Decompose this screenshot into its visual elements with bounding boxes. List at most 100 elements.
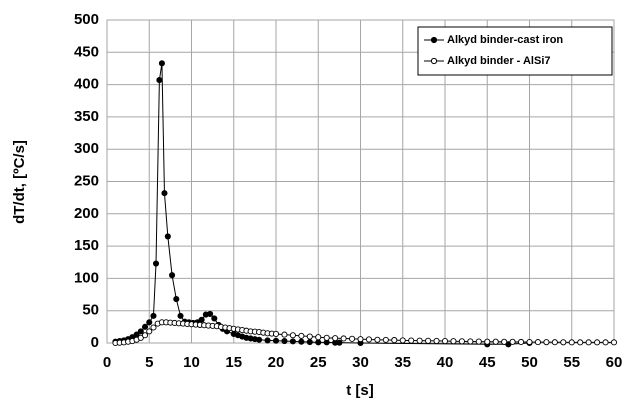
data-point <box>323 334 330 341</box>
data-point <box>211 315 218 322</box>
data-point <box>391 337 398 344</box>
data-point <box>164 233 171 240</box>
x-tick-label: 20 <box>268 354 285 371</box>
data-point <box>518 338 525 346</box>
data-point <box>501 338 508 345</box>
series-line <box>115 63 530 345</box>
y-tick-label: 150 <box>74 237 99 254</box>
legend-marker <box>430 57 438 65</box>
data-point <box>526 338 533 346</box>
data-point <box>264 337 271 344</box>
x-tick-label: 40 <box>437 354 454 371</box>
data-point <box>158 60 165 67</box>
data-point <box>207 310 214 317</box>
data-point <box>332 335 339 342</box>
data-point <box>492 338 499 345</box>
data-point <box>141 332 149 339</box>
data-point <box>610 339 618 346</box>
data-point <box>560 339 567 346</box>
data-point <box>441 338 449 345</box>
data-point <box>382 336 389 343</box>
data-point <box>348 335 356 342</box>
y-tick-label: 0 <box>91 334 99 351</box>
data-point <box>272 337 280 344</box>
data-point <box>272 330 280 338</box>
data-point <box>568 339 575 346</box>
data-point <box>161 190 168 197</box>
data-point <box>137 334 144 341</box>
x-tick-label: 0 <box>103 354 111 371</box>
data-point <box>198 316 205 323</box>
x-tick-label: 45 <box>479 354 496 371</box>
x-tick-label: 15 <box>225 354 242 371</box>
data-point <box>551 339 558 346</box>
data-point <box>475 338 482 345</box>
data-point <box>150 324 157 331</box>
x-tick-label: 60 <box>606 354 623 371</box>
y-tick-label: 450 <box>74 43 99 60</box>
data-point <box>534 339 542 346</box>
data-point <box>315 334 322 341</box>
data-point <box>577 339 584 346</box>
data-point <box>399 337 406 344</box>
y-tick-label: 350 <box>74 108 99 125</box>
data-point <box>289 332 296 339</box>
data-point <box>467 338 474 345</box>
data-point <box>298 332 305 339</box>
data-point <box>594 339 601 346</box>
data-point <box>177 312 184 319</box>
data-point <box>169 272 176 279</box>
x-tick-label: 55 <box>563 354 580 371</box>
x-tick-label: 50 <box>521 354 538 371</box>
data-point <box>433 337 440 344</box>
y-tick-label: 500 <box>74 11 99 28</box>
x-tick-label: 30 <box>352 354 369 371</box>
data-point <box>150 312 157 319</box>
data-point <box>416 337 423 344</box>
legend-label: Alkyd binder-cast iron <box>447 34 563 46</box>
data-point <box>408 337 415 344</box>
data-point <box>543 339 550 346</box>
data-point <box>509 338 516 345</box>
data-point <box>156 77 163 84</box>
data-point <box>602 339 609 346</box>
y-tick-label: 200 <box>74 205 99 222</box>
data-point <box>425 337 432 344</box>
data-point <box>141 323 149 330</box>
legend-marker <box>430 36 438 44</box>
y-tick-label: 300 <box>74 140 99 157</box>
legend-label: Alkyd binder - AlSi7 <box>447 55 551 67</box>
y-tick-label: 100 <box>74 269 99 286</box>
data-point <box>173 296 180 303</box>
data-point <box>336 339 343 346</box>
data-point <box>289 338 296 345</box>
data-point <box>357 336 364 343</box>
data-point <box>281 338 288 345</box>
x-axis-label: t [s] <box>346 382 374 399</box>
data-point <box>484 338 491 345</box>
data-point <box>137 328 144 335</box>
data-point <box>146 319 153 326</box>
x-tick-label: 25 <box>310 354 327 371</box>
x-tick-label: 5 <box>145 354 153 371</box>
x-tick-label: 10 <box>183 354 200 371</box>
y-tick-label: 50 <box>82 302 99 319</box>
y-axis-label: dT/dt, [ºC/s] <box>11 140 28 224</box>
data-point <box>256 336 263 343</box>
data-point <box>450 338 457 345</box>
data-point <box>152 260 160 267</box>
data-point <box>298 338 305 345</box>
data-point <box>281 331 288 338</box>
legend-box <box>417 26 613 76</box>
data-point <box>585 339 592 346</box>
data-point <box>306 333 313 340</box>
data-point <box>315 339 322 346</box>
data-point <box>340 335 347 342</box>
data-point <box>306 338 313 346</box>
data-point <box>365 336 373 343</box>
y-tick-label: 400 <box>74 76 99 93</box>
data-point <box>458 338 465 345</box>
y-tick-label: 250 <box>74 172 99 189</box>
